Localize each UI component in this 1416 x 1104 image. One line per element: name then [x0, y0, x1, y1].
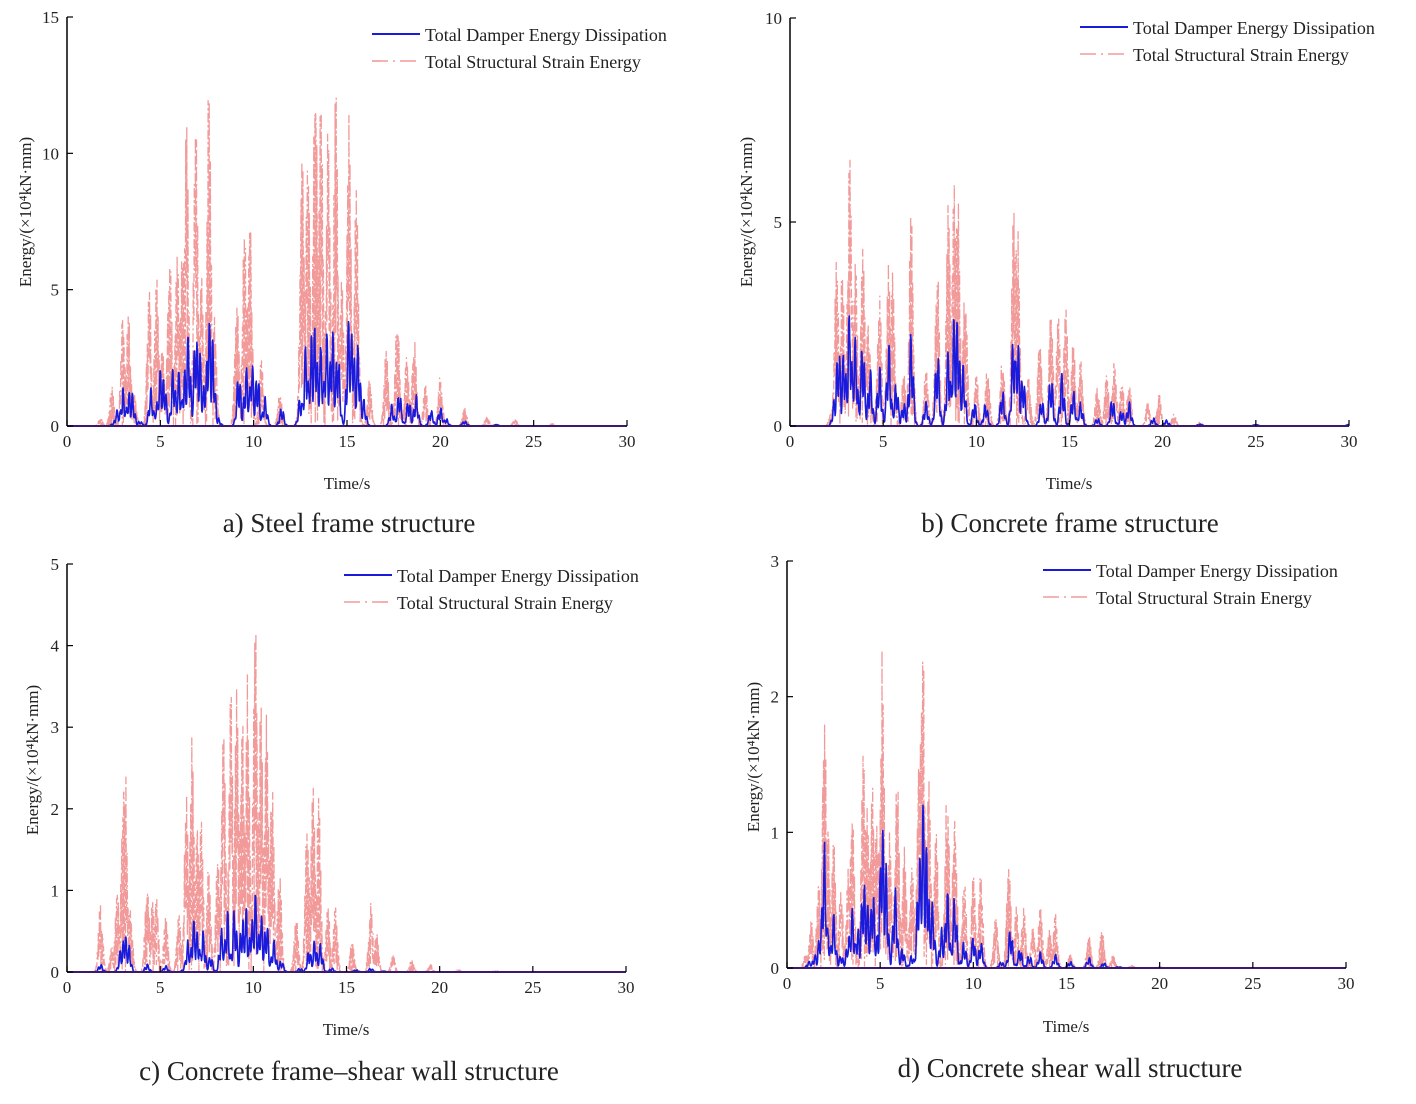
panel-a-steel-frame: 0 5 10 15 20 25 30 0 5 10 15 Total Damper Energy Di…: [16, 8, 667, 538]
legend-label-strain: Total Structural Strain Energy: [397, 593, 613, 613]
x-tick-label: 15: [1058, 974, 1075, 993]
x-tick-label: 10: [245, 978, 262, 997]
x-tick-label: 0: [63, 978, 72, 997]
y-tick-label: 1: [51, 881, 60, 900]
caption-d: d) Concrete shear wall structure: [898, 1053, 1243, 1083]
x-tick-label: 5: [156, 978, 165, 997]
x-tick-label: 10: [968, 432, 985, 451]
legend-label-damper: Total Damper Energy Dissipation: [1096, 561, 1338, 581]
x-tick-label: 20: [1151, 974, 1168, 993]
y-tick-label: 2: [771, 688, 780, 707]
x-axis-label-d: Time/s: [1043, 1017, 1090, 1036]
y-tick-label: 5: [51, 281, 60, 300]
x-tick-label: 15: [1061, 432, 1078, 451]
x-tick-label: 25: [1244, 974, 1261, 993]
y-axis-label-c: Energy/(×10⁴kN·mm): [23, 685, 42, 835]
panel-d-shear-wall: 0 5 10 15 20 25 30 0 1 2 3 Total Damper Energy Diss…: [744, 552, 1355, 1083]
x-axis-label-a: Time/s: [324, 474, 371, 493]
y-tick-label: 3: [51, 718, 60, 737]
series-line-strain-energy: [789, 159, 1350, 427]
y-tick-label: 4: [51, 637, 60, 656]
caption-a: a) Steel frame structure: [223, 508, 476, 538]
x-tick-label: 30: [619, 432, 636, 451]
plot-area-c: 0 5 10 15 20 25 30 0 1 2 3 4 5 Total Damper Energy Di…: [51, 555, 639, 997]
x-tick-label: 10: [965, 974, 982, 993]
legend: Total Damper Energy Dissipation Total Str…: [1080, 18, 1375, 65]
y-tick-label: 0: [51, 963, 60, 982]
x-tick-label: 20: [432, 432, 449, 451]
y-tick-label: 3: [771, 552, 780, 571]
legend-label-damper: Total Damper Energy Dissipation: [425, 25, 667, 45]
plot-area-a: 0 5 10 15 20 25 30 0 5 10 15 Total Damper Energy Di…: [42, 8, 667, 451]
panel-c-frame-shear-wall: 0 5 10 15 20 25 30 0 1 2 3 4 5 Total Damper Energy Di…: [23, 555, 639, 1086]
legend-label-strain: Total Structural Strain Energy: [1133, 45, 1349, 65]
y-tick-label: 0: [774, 417, 783, 436]
x-tick-label: 5: [876, 974, 885, 993]
legend-label-damper: Total Damper Energy Dissipation: [397, 566, 639, 586]
x-tick-label: 5: [156, 432, 165, 451]
x-tick-label: 10: [245, 432, 262, 451]
x-tick-label: 15: [338, 978, 355, 997]
legend: Total Damper Energy Dissipation Total Str…: [1043, 561, 1338, 608]
series-line-strain-energy: [66, 633, 627, 973]
legend: Total Damper Energy Dissipation Total Str…: [372, 25, 667, 72]
y-axis-label-a: Energy/(×10⁴kN·mm): [16, 137, 35, 287]
panel-b-concrete-frame: 0 5 10 15 20 25 30 0 5 10 Total Damper Energy Diss…: [737, 9, 1375, 538]
y-tick-label: 0: [51, 417, 60, 436]
x-tick-label: 30: [1338, 974, 1355, 993]
y-tick-label: 5: [774, 213, 783, 232]
x-axis-label-c: Time/s: [323, 1020, 370, 1039]
x-tick-label: 0: [783, 974, 792, 993]
x-axis-label-b: Time/s: [1046, 474, 1093, 493]
y-tick-label: 2: [51, 800, 60, 819]
y-tick-label: 10: [765, 9, 782, 28]
y-axis-label-d: Energy/(×10⁴kN·mm): [744, 682, 763, 832]
y-tick-label: 5: [51, 555, 60, 574]
x-tick-label: 30: [1341, 432, 1358, 451]
plot-area-d: 0 5 10 15 20 25 30 0 1 2 3 Total Damper Energy Diss…: [771, 552, 1355, 993]
x-tick-label: 20: [431, 978, 448, 997]
x-tick-label: 0: [63, 432, 72, 451]
legend-label-strain: Total Structural Strain Energy: [425, 52, 641, 72]
legend-label-damper: Total Damper Energy Dissipation: [1133, 18, 1375, 38]
x-tick-label: 30: [618, 978, 635, 997]
x-tick-label: 20: [1154, 432, 1171, 451]
y-tick-label: 10: [42, 144, 59, 163]
y-tick-label: 0: [771, 959, 780, 978]
x-tick-label: 25: [525, 432, 542, 451]
caption-b: b) Concrete frame structure: [921, 508, 1219, 538]
y-tick-label: 1: [771, 823, 780, 842]
y-axis-label-b: Energy/(×10⁴kN·mm): [737, 137, 756, 287]
legend-label-strain: Total Structural Strain Energy: [1096, 588, 1312, 608]
x-tick-label: 15: [339, 432, 356, 451]
x-tick-label: 25: [524, 978, 541, 997]
plot-area-b: 0 5 10 15 20 25 30 0 5 10 Total Damper Energy Diss…: [765, 9, 1375, 451]
x-tick-label: 25: [1247, 432, 1264, 451]
x-tick-label: 0: [786, 432, 795, 451]
x-tick-label: 5: [879, 432, 888, 451]
caption-c: c) Concrete frame–shear wall structure: [139, 1056, 559, 1086]
y-tick-label: 15: [42, 8, 59, 27]
legend: Total Damper Energy Dissipation Total Str…: [344, 566, 639, 613]
